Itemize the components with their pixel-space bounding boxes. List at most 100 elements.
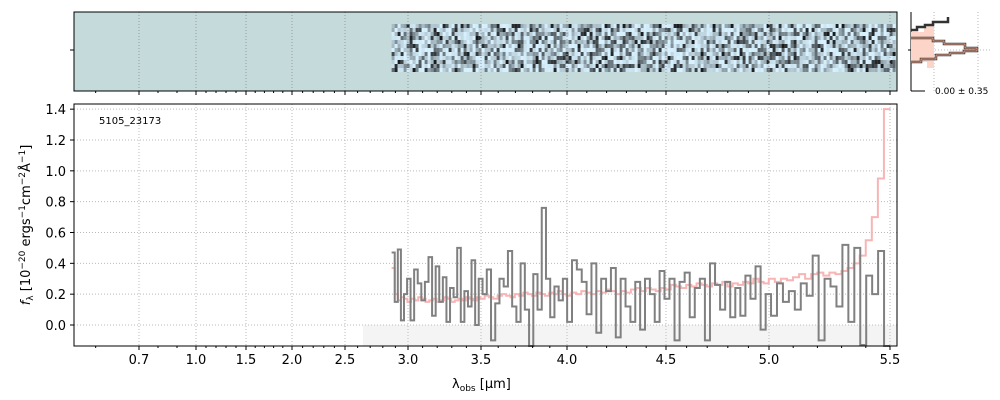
2d-pixel <box>583 44 587 48</box>
2d-pixel <box>814 48 818 52</box>
2d-pixel <box>661 60 665 64</box>
2d-pixel <box>463 48 467 52</box>
2d-pixel <box>802 44 806 48</box>
2d-pixel <box>745 24 749 28</box>
2d-pixel <box>883 60 887 64</box>
2d-pixel <box>490 60 494 64</box>
2d-pixel <box>658 64 662 68</box>
2d-pixel <box>439 68 443 72</box>
2d-pixel <box>457 44 461 48</box>
2d-pixel <box>589 32 593 36</box>
2d-pixel <box>739 56 743 60</box>
2d-pixel <box>394 32 398 36</box>
2d-pixel <box>625 68 629 72</box>
2d-pixel <box>763 64 767 68</box>
2d-pixel <box>412 56 416 60</box>
2d-pixel <box>610 56 614 60</box>
2d-pixel <box>757 40 761 44</box>
2d-pixel <box>520 40 524 44</box>
2d-pixel <box>757 24 761 28</box>
2d-pixel <box>727 64 731 68</box>
2d-pixel <box>709 40 713 44</box>
2d-pixel <box>556 56 560 60</box>
2d-pixel <box>715 48 719 52</box>
2d-pixel <box>466 60 470 64</box>
2d-pixel <box>688 44 692 48</box>
2d-pixel <box>691 60 695 64</box>
2d-pixel <box>589 52 593 56</box>
2d-pixel <box>847 52 851 56</box>
2d-pixel <box>745 60 749 64</box>
2d-pixel <box>727 60 731 64</box>
2d-pixel <box>730 24 734 28</box>
2d-pixel <box>439 40 443 44</box>
2d-pixel <box>835 56 839 60</box>
2d-pixel <box>790 36 794 40</box>
2d-pixel <box>397 52 401 56</box>
x-tick-label: 4.0 <box>557 353 578 368</box>
2d-pixel <box>733 40 737 44</box>
2d-pixel <box>760 48 764 52</box>
2d-pixel <box>565 24 569 28</box>
2d-pixel <box>520 32 524 36</box>
2d-pixel <box>664 48 668 52</box>
2d-pixel <box>523 44 527 48</box>
2d-pixel <box>571 68 575 72</box>
2d-pixel <box>502 52 506 56</box>
2d-pixel <box>724 68 728 72</box>
2d-pixel <box>541 36 545 40</box>
2d-pixel <box>730 32 734 36</box>
2d-pixel <box>448 44 452 48</box>
2d-pixel <box>697 52 701 56</box>
2d-pixel <box>517 64 521 68</box>
2d-pixel <box>649 56 653 60</box>
2d-pixel <box>694 40 698 44</box>
2d-pixel <box>478 64 482 68</box>
2d-pixel <box>652 32 656 36</box>
2d-pixel <box>763 48 767 52</box>
2d-pixel <box>760 68 764 72</box>
2d-pixel <box>397 68 401 72</box>
2d-pixel <box>526 64 530 68</box>
2d-pixel <box>712 56 716 60</box>
2d-pixel <box>871 60 875 64</box>
2d-pixel <box>745 52 749 56</box>
2d-pixel <box>847 32 851 36</box>
2d-pixel <box>403 48 407 52</box>
2d-pixel <box>691 64 695 68</box>
2d-pixel <box>460 36 464 40</box>
2d-pixel <box>526 40 530 44</box>
2d-pixel <box>823 60 827 64</box>
2d-pixel <box>865 36 869 40</box>
2d-pixel <box>856 36 860 40</box>
2d-pixel <box>496 36 500 40</box>
2d-pixel <box>463 64 467 68</box>
2d-pixel <box>811 40 815 44</box>
2d-pixel <box>628 32 632 36</box>
2d-pixel <box>649 32 653 36</box>
2d-pixel <box>856 48 860 52</box>
2d-pixel <box>475 52 479 56</box>
2d-pixel <box>685 56 689 60</box>
2d-pixel <box>559 32 563 36</box>
2d-pixel <box>520 24 524 28</box>
2d-pixel <box>790 52 794 56</box>
2d-pixel <box>475 40 479 44</box>
2d-pixel <box>574 64 578 68</box>
2d-pixel <box>616 52 620 56</box>
2d-pixel <box>631 28 635 32</box>
2d-pixel <box>676 60 680 64</box>
2d-pixel <box>553 24 557 28</box>
2d-pixel <box>520 44 524 48</box>
2d-pixel <box>772 64 776 68</box>
2d-pixel <box>598 32 602 36</box>
2d-pixel <box>703 36 707 40</box>
2d-pixel <box>601 24 605 28</box>
2d-pixel <box>688 24 692 28</box>
2d-pixel <box>427 60 431 64</box>
2d-pixel <box>694 64 698 68</box>
2d-pixel <box>637 40 641 44</box>
2d-pixel <box>544 64 548 68</box>
2d-pixel <box>748 64 752 68</box>
2d-pixel <box>442 40 446 44</box>
